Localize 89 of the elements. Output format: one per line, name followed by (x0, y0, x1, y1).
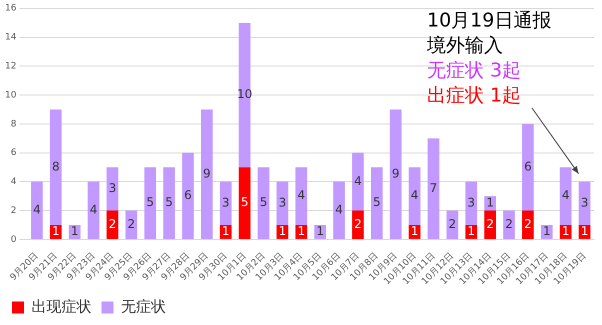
bar (125, 210, 138, 239)
y-tick-label: 10 (5, 90, 17, 100)
bar (465, 182, 478, 225)
bar (182, 152, 194, 239)
data-label: 9 (203, 166, 211, 180)
bar (522, 124, 534, 211)
bar (352, 210, 364, 239)
bar (31, 182, 43, 239)
data-label: 2 (108, 216, 116, 231)
bar (522, 210, 534, 239)
data-label: 3 (278, 195, 286, 210)
bar (276, 182, 288, 225)
annotation: 境外输入 (426, 34, 503, 56)
y-tick-label: 12 (5, 62, 16, 72)
bar (370, 167, 383, 239)
bar (408, 167, 420, 225)
data-label: 5 (373, 195, 381, 210)
data-label: 1 (222, 224, 230, 238)
data-label: 2 (505, 216, 513, 231)
data-label: 9 (392, 166, 400, 180)
data-label: 5 (240, 195, 248, 210)
bar (390, 109, 402, 239)
data-label: 1 (278, 224, 286, 238)
legend-label: 无症状 (121, 297, 166, 316)
data-label: 1 (542, 224, 551, 238)
data-label: 2 (354, 216, 362, 231)
y-tick-label: 14 (5, 32, 17, 43)
bar (295, 167, 308, 225)
data-label: 8 (52, 159, 60, 174)
data-label: 4 (33, 202, 41, 216)
bar (258, 167, 270, 239)
y-tick-label: 16 (5, 4, 17, 14)
bar (428, 138, 440, 239)
bar (352, 152, 364, 211)
data-label: 10 (236, 87, 252, 102)
data-label: 1 (70, 224, 78, 238)
data-label: 3 (222, 195, 230, 210)
annotation: 无症状 3起 (427, 59, 522, 82)
bar (503, 210, 515, 239)
bar (578, 182, 590, 225)
data-label: 3 (467, 195, 476, 210)
bar (333, 182, 345, 239)
y-tick-label: 2 (10, 206, 16, 216)
data-label: 2 (524, 216, 532, 231)
annotation: 10月19日通报 (427, 9, 552, 32)
data-label: 5 (146, 195, 154, 210)
bar (50, 109, 62, 225)
bar (560, 167, 572, 225)
annotation: 出症状 1起 (427, 84, 522, 106)
data-label: 1 (467, 224, 476, 238)
data-label: 2 (128, 216, 136, 231)
data-label: 1 (297, 224, 306, 238)
data-label: 6 (524, 159, 532, 174)
bar (106, 210, 118, 239)
data-label: 4 (90, 202, 98, 216)
bar (201, 109, 213, 239)
bar (238, 22, 250, 168)
data-label: 5 (260, 195, 268, 210)
bar (144, 167, 156, 239)
data-label: 4 (335, 202, 343, 216)
bar (163, 167, 175, 239)
data-label: 4 (562, 188, 570, 202)
data-label: 1 (316, 224, 324, 238)
data-label: 1 (562, 224, 570, 238)
legend-label: 出现症状 (32, 297, 92, 316)
y-tick-label: 4 (10, 177, 17, 188)
y-tick-label: 0 (10, 234, 17, 245)
data-label: 5 (165, 195, 173, 210)
y-tick-label: 6 (10, 148, 17, 158)
bar (446, 210, 458, 239)
bar (484, 210, 496, 239)
data-label: 4 (354, 174, 362, 188)
data-label: 7 (430, 180, 438, 195)
bar (220, 182, 232, 225)
y-tick-label: 8 (10, 119, 17, 130)
bar (106, 167, 118, 211)
data-label: 4 (297, 188, 306, 202)
bar (88, 182, 100, 239)
data-label: 2 (486, 216, 494, 231)
data-label: 3 (108, 181, 116, 196)
data-label: 4 (410, 188, 418, 202)
data-label: 6 (184, 188, 192, 202)
data-label: 2 (448, 216, 456, 231)
data-label: 1 (580, 224, 588, 238)
data-label: 1 (486, 195, 494, 210)
data-label: 3 (580, 195, 588, 210)
bar (238, 167, 250, 239)
data-label: 1 (410, 224, 418, 238)
data-label: 1 (52, 224, 60, 238)
